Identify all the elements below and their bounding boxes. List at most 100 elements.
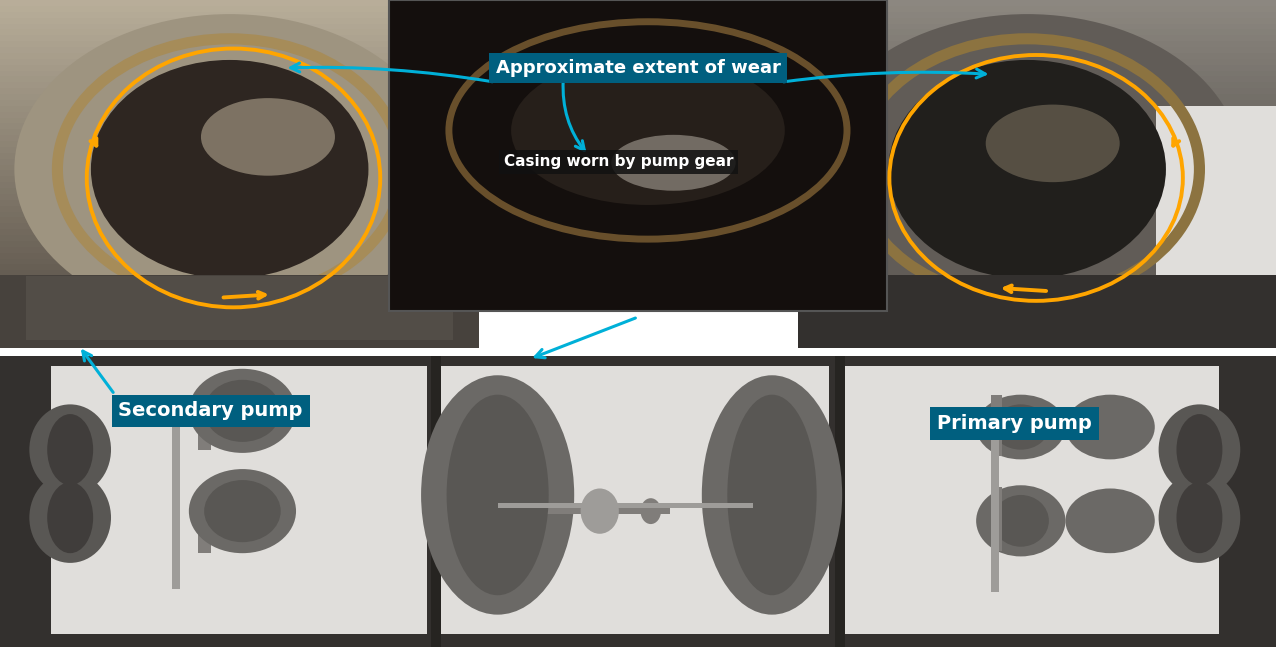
Bar — [0, 147, 478, 153]
Bar — [798, 223, 1276, 229]
Bar — [798, 105, 1276, 112]
Bar — [402, 215, 874, 222]
Bar — [402, 66, 874, 73]
Bar — [402, 74, 874, 81]
Bar — [0, 112, 478, 118]
Bar — [798, 182, 1276, 188]
Bar — [0, 275, 478, 353]
Bar — [798, 112, 1276, 118]
Ellipse shape — [204, 380, 281, 442]
Ellipse shape — [29, 404, 111, 495]
Bar — [402, 230, 874, 237]
Bar — [798, 329, 1276, 335]
Bar — [798, 294, 1276, 300]
Bar — [402, 155, 874, 163]
Bar — [402, 89, 874, 96]
Ellipse shape — [1176, 482, 1222, 553]
Ellipse shape — [512, 56, 785, 205]
Ellipse shape — [976, 485, 1065, 556]
Bar — [402, 185, 874, 193]
Bar — [0, 23, 478, 29]
Bar — [402, 178, 874, 185]
Text: Secondary pump: Secondary pump — [119, 401, 302, 421]
Bar — [0, 118, 478, 124]
Bar — [0, 212, 478, 217]
Bar — [0, 305, 478, 311]
Bar — [798, 65, 1276, 71]
Bar — [798, 35, 1276, 41]
Ellipse shape — [993, 404, 1049, 450]
Ellipse shape — [91, 60, 369, 279]
Bar — [0, 41, 478, 47]
Bar — [498, 503, 753, 508]
Bar — [0, 135, 478, 141]
Ellipse shape — [200, 98, 334, 176]
Bar — [402, 140, 874, 148]
Bar — [798, 82, 1276, 88]
Bar — [402, 29, 874, 36]
Bar — [0, 82, 478, 88]
Bar — [402, 148, 874, 155]
Bar — [798, 259, 1276, 265]
Bar — [0, 164, 478, 170]
Bar — [798, 41, 1276, 47]
Ellipse shape — [611, 135, 736, 191]
Bar — [798, 88, 1276, 94]
Bar — [798, 235, 1276, 241]
Bar — [798, 147, 1276, 153]
Bar — [389, 0, 887, 311]
Bar — [0, 0, 478, 6]
Bar — [402, 96, 874, 104]
Bar — [0, 170, 478, 177]
Bar — [798, 200, 1276, 206]
Bar — [402, 51, 874, 59]
Bar — [798, 270, 1276, 276]
Bar — [0, 159, 478, 164]
Bar — [0, 129, 478, 135]
Bar — [0, 348, 1276, 356]
Ellipse shape — [14, 14, 445, 324]
Bar — [0, 105, 478, 112]
Bar — [402, 252, 874, 259]
Bar — [402, 21, 874, 29]
Bar — [431, 353, 441, 647]
Bar — [798, 100, 1276, 105]
Ellipse shape — [985, 105, 1120, 182]
Bar — [798, 275, 1276, 353]
Ellipse shape — [888, 60, 1166, 279]
Bar — [798, 12, 1276, 17]
Bar — [0, 194, 478, 200]
Bar — [0, 247, 478, 253]
Bar — [26, 276, 453, 340]
Bar — [0, 65, 478, 71]
Ellipse shape — [1159, 472, 1240, 563]
Bar — [798, 177, 1276, 182]
Bar — [798, 276, 1276, 282]
Ellipse shape — [812, 14, 1243, 324]
Bar — [798, 217, 1276, 223]
Bar — [0, 223, 478, 229]
Bar — [0, 282, 478, 288]
Ellipse shape — [47, 482, 93, 553]
Bar — [798, 324, 1276, 329]
Bar — [798, 129, 1276, 135]
Ellipse shape — [1159, 404, 1240, 495]
Bar — [402, 237, 874, 245]
Bar — [402, 126, 874, 133]
Ellipse shape — [1065, 395, 1155, 459]
Bar — [0, 153, 478, 159]
Text: Casing worn by pump gear: Casing worn by pump gear — [504, 154, 734, 170]
Bar — [798, 212, 1276, 217]
Ellipse shape — [1176, 414, 1222, 485]
Bar — [402, 14, 874, 21]
Bar — [0, 311, 478, 317]
Bar — [798, 0, 1276, 6]
Bar — [402, 59, 874, 66]
Bar — [0, 206, 478, 212]
Bar — [0, 88, 478, 94]
Bar — [798, 188, 1276, 194]
Bar — [798, 206, 1276, 212]
Bar — [798, 71, 1276, 76]
Bar — [798, 305, 1276, 311]
Bar — [0, 353, 1276, 647]
